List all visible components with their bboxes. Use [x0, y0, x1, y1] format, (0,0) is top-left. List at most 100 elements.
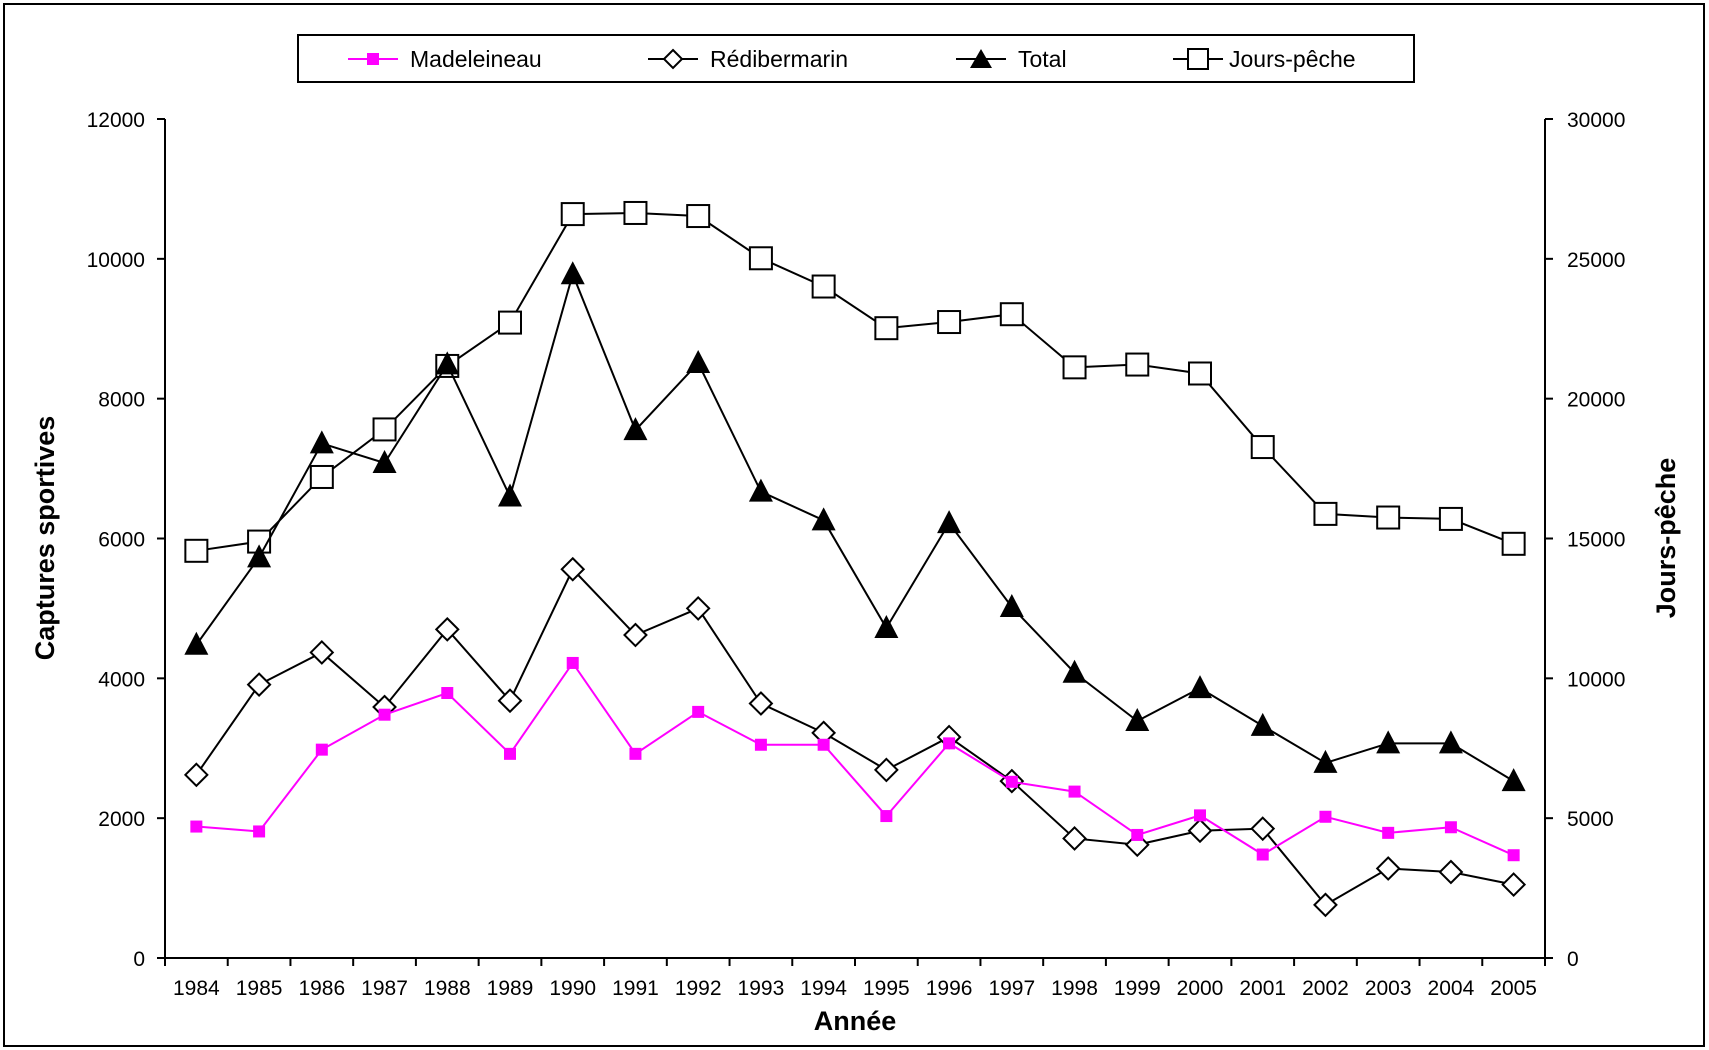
- data-point: [874, 316, 899, 341]
- x-axis-ticks: 1984 1985 1986 1987 1988 1989 1990 1991 1992 1993…: [164, 958, 1546, 1000]
- data-point: [1376, 730, 1401, 754]
- data-point: [1376, 505, 1401, 530]
- data-point: [874, 614, 899, 638]
- legend: Madeleineau Rédibermarin Total Jours-pêc…: [297, 34, 1415, 83]
- series-total: [184, 261, 1526, 792]
- data-point: [686, 204, 711, 229]
- legend-label-total: Total: [1018, 46, 1067, 72]
- data-point: [184, 631, 209, 655]
- series-r-dibermarin: [183, 556, 1527, 918]
- data-point: [1005, 775, 1018, 788]
- right-tick-label: 30000: [1567, 109, 1625, 132]
- data-point: [1062, 355, 1087, 380]
- x-tick-label: 1992: [675, 977, 722, 1000]
- left-tick-label: 8000: [98, 389, 145, 412]
- legend-label-jours-peche: Jours-pêche: [1229, 46, 1356, 72]
- legend-item-total: Total: [956, 46, 1067, 72]
- data-point: [686, 350, 711, 374]
- data-point: [1438, 730, 1463, 754]
- data-point: [246, 672, 272, 698]
- x-tick-label: 1994: [800, 977, 847, 1000]
- data-point: [247, 544, 272, 568]
- data-point: [1125, 352, 1150, 377]
- right-tick-label: 25000: [1567, 249, 1625, 272]
- data-point: [1319, 810, 1332, 823]
- data-point: [1444, 821, 1457, 834]
- x-tick-label: 2003: [1365, 977, 1412, 1000]
- data-point: [309, 430, 334, 454]
- legend-item-redibermarin: Rédibermarin: [648, 46, 848, 72]
- data-point: [1062, 659, 1087, 683]
- data-point: [873, 757, 899, 783]
- series-line: [195, 567, 1514, 907]
- data-point: [748, 246, 773, 271]
- series-madeleineau: [190, 656, 1520, 862]
- left-axis-ticks: 0 2000 4000 6000 8000 10000 12000: [87, 109, 165, 971]
- data-point: [1250, 816, 1276, 842]
- data-point: [498, 310, 522, 335]
- series-line: [196, 211, 1515, 552]
- data-point: [1068, 785, 1081, 798]
- legend-box: [297, 34, 1415, 83]
- data-point: [309, 640, 335, 665]
- data-point: [685, 596, 711, 621]
- legend-label-redibermarin: Rédibermarin: [710, 46, 848, 72]
- right-tick-label: 0: [1567, 948, 1579, 971]
- data-point: [748, 478, 773, 502]
- legend-marker-square-filled-icon: [367, 53, 379, 65]
- data-point: [1313, 501, 1338, 526]
- data-point: [937, 310, 962, 335]
- left-tick-label: 6000: [98, 529, 145, 552]
- left-tick-label: 0: [133, 948, 145, 971]
- legend-marker-diamond-open-icon: [662, 48, 684, 70]
- data-point: [1313, 892, 1338, 918]
- legend-item-madeleineau: Madeleineau: [348, 46, 542, 72]
- data-point: [1507, 849, 1520, 862]
- x-axis-title: Année: [814, 1006, 897, 1036]
- data-point: [435, 351, 460, 375]
- x-tick-label: 1989: [487, 977, 534, 1000]
- data-point: [190, 820, 203, 833]
- data-point: [1131, 828, 1144, 841]
- data-point: [1382, 826, 1395, 839]
- data-point: [811, 507, 836, 531]
- left-tick-label: 10000: [87, 249, 145, 272]
- right-tick-label: 10000: [1567, 668, 1625, 691]
- data-point: [253, 825, 266, 838]
- data-point: [1062, 826, 1087, 851]
- left-tick-label: 2000: [98, 808, 145, 831]
- data-point: [1501, 531, 1526, 556]
- data-point: [434, 616, 460, 642]
- x-tick-label: 2001: [1239, 977, 1286, 1000]
- data-point: [560, 202, 585, 227]
- data-point: [1313, 749, 1338, 773]
- data-point: [1125, 707, 1150, 731]
- data-point: [999, 302, 1024, 327]
- series-layer: [183, 200, 1527, 918]
- x-tick-label: 1991: [612, 977, 659, 1000]
- right-tick-label: 15000: [1567, 529, 1625, 552]
- data-point: [1250, 712, 1275, 736]
- left-tick-label: 12000: [87, 109, 145, 132]
- data-point: [999, 594, 1024, 618]
- data-point: [1188, 675, 1212, 699]
- data-point: [372, 417, 397, 442]
- right-tick-label: 5000: [1567, 808, 1614, 831]
- data-point: [183, 762, 209, 788]
- data-point: [629, 747, 642, 760]
- x-tick-label: 1997: [988, 977, 1035, 1000]
- data-point: [309, 464, 334, 489]
- left-axis-title: Captures sportives: [30, 416, 60, 661]
- data-point: [811, 274, 836, 299]
- data-point: [566, 656, 579, 669]
- data-point: [748, 691, 774, 716]
- data-point: [754, 738, 767, 751]
- x-tick-label: 1984: [173, 977, 220, 1000]
- x-tick-label: 1985: [236, 977, 283, 1000]
- right-axis-title: Jours-pêche: [1651, 458, 1681, 619]
- x-tick-label: 1998: [1051, 977, 1098, 1000]
- data-point: [943, 737, 956, 750]
- data-point: [378, 708, 391, 721]
- data-point: [372, 449, 397, 473]
